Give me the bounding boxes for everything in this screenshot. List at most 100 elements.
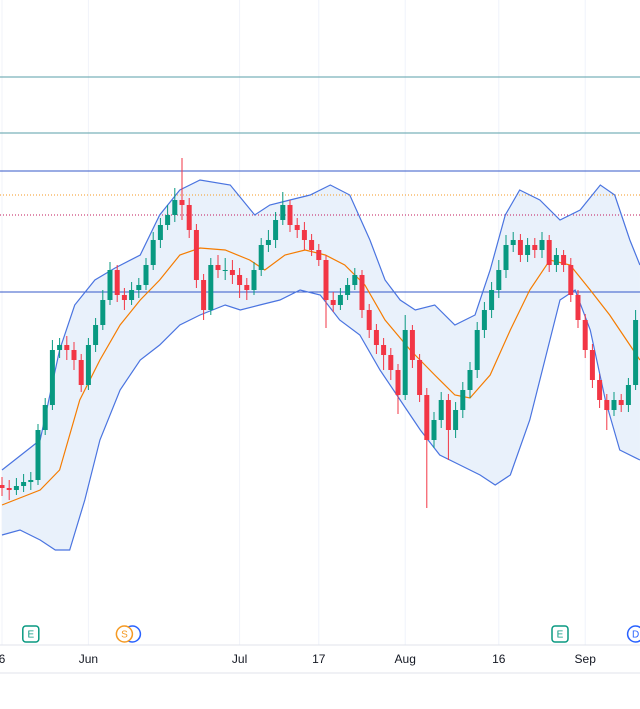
- plot-area: [0, 0, 640, 645]
- candle-body: [611, 400, 617, 410]
- candle-body: [561, 255, 567, 265]
- candle-body: [431, 420, 437, 440]
- candle-body: [323, 260, 329, 300]
- candle-body: [402, 330, 408, 395]
- candle-body: [373, 330, 379, 345]
- candle-body: [510, 240, 516, 245]
- candle-body: [237, 275, 243, 285]
- event-label: D: [632, 630, 639, 641]
- x-tick-label: Aug: [395, 652, 416, 666]
- candle-body: [294, 225, 300, 230]
- candle-body: [0, 485, 5, 488]
- candle-body: [453, 410, 459, 430]
- candle-body: [345, 285, 351, 295]
- candle-body: [503, 245, 509, 270]
- x-tick-label: Sep: [575, 652, 597, 666]
- candle-body: [100, 300, 106, 325]
- candle-body: [409, 330, 415, 360]
- candle-body: [71, 350, 77, 360]
- candle-body: [496, 270, 502, 290]
- candle-body: [136, 285, 142, 290]
- candle-body: [589, 350, 595, 380]
- candle-body: [481, 310, 487, 330]
- candle-body: [417, 360, 423, 395]
- candle-body: [359, 275, 365, 310]
- candle-body: [467, 370, 473, 390]
- candle-body: [525, 245, 531, 255]
- candle-body: [301, 230, 307, 240]
- candle-body: [474, 330, 480, 370]
- candle-body: [366, 310, 372, 330]
- candle-body: [6, 488, 12, 490]
- candle-body: [381, 345, 387, 355]
- candle-body: [352, 275, 358, 285]
- candle-body: [388, 355, 394, 370]
- candle-body: [330, 300, 336, 305]
- candle-body: [618, 400, 624, 405]
- candle-body: [28, 480, 34, 482]
- candle-body: [633, 320, 639, 385]
- candle-body: [186, 205, 192, 230]
- candle-body: [229, 270, 235, 275]
- candle-body: [13, 486, 19, 490]
- candle-body: [438, 400, 444, 420]
- candle-body: [597, 380, 603, 400]
- candle-body: [179, 200, 185, 205]
- candle-body: [309, 240, 315, 250]
- candle-body: [150, 240, 156, 265]
- candle-body: [57, 345, 63, 350]
- candle-body: [222, 270, 228, 271]
- candle-body: [35, 430, 41, 480]
- candle-body: [532, 245, 538, 250]
- band-line: [1, 289, 640, 551]
- x-tick-label: 6: [0, 652, 6, 666]
- candle-body: [85, 345, 91, 385]
- candle-body: [604, 400, 610, 410]
- event-marker: [551, 625, 569, 643]
- candle-body: [568, 265, 574, 295]
- candle-body: [575, 295, 581, 320]
- candle-body: [517, 240, 523, 255]
- candle-body: [244, 285, 250, 290]
- candle-body: [49, 350, 55, 405]
- candle-body: [287, 205, 293, 225]
- candle-body: [337, 295, 343, 305]
- candle-body: [78, 360, 84, 385]
- x-tick-label: 16: [492, 652, 506, 666]
- x-tick-label: Jul: [232, 652, 247, 666]
- candle-body: [215, 265, 221, 270]
- candle-body: [625, 385, 631, 405]
- candle-body: [316, 250, 322, 260]
- event-label: S: [121, 630, 128, 641]
- event-marker: [115, 625, 134, 643]
- candle-body: [114, 270, 120, 295]
- candle-body: [64, 345, 70, 350]
- candle-body: [143, 265, 149, 285]
- candle-body: [93, 325, 99, 345]
- candle-body: [251, 270, 257, 290]
- band-line: [1, 247, 640, 506]
- candle-body: [273, 220, 279, 240]
- candle-body: [553, 255, 559, 265]
- candle-body: [424, 395, 430, 440]
- candle-body: [201, 280, 207, 310]
- candle-body: [121, 295, 127, 300]
- event-label: E: [27, 630, 34, 641]
- band-fill: [2, 180, 640, 550]
- candle-body: [129, 290, 135, 300]
- x-tick-label: 17: [312, 652, 326, 666]
- candle-body: [258, 245, 264, 270]
- event-marker: [22, 625, 40, 643]
- candle-body: [460, 390, 466, 410]
- event-label: E: [557, 630, 564, 641]
- candle-body: [172, 200, 178, 215]
- candle-body: [539, 240, 545, 250]
- candle-body: [157, 225, 163, 240]
- candle-body: [107, 270, 113, 300]
- candle-body: [193, 230, 199, 280]
- candle-body: [165, 215, 171, 225]
- event-marker: [626, 625, 640, 643]
- candle-body: [546, 240, 552, 265]
